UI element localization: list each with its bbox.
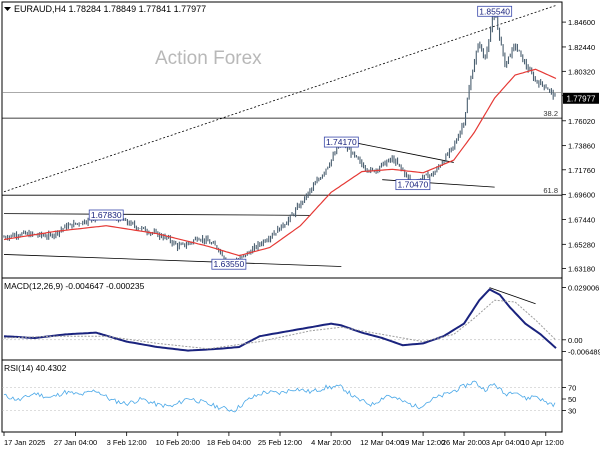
price-label-box [323,136,359,148]
time-tick-label: 4 Mar 20:00 [311,438,351,447]
main-chart-layer: 38.2 61.8 1.85540 1.74170 1.67830 1.70470 1.63… [2,5,562,270]
fib-level-label: 38.2 [543,109,558,118]
time-tick-label: 26 Mar 20:00 [442,438,486,447]
trendline [3,254,342,267]
macd-layer: 0.029006 0.00 -0.006489 [2,284,600,356]
price-tick-label: 1.84600 [568,18,595,27]
price-label: 1.85540 [479,6,510,16]
time-tick-label: 10 Apr 12:00 [521,438,564,447]
time-tick-label: 3 Apr 04:00 [486,438,524,447]
rsi-panel-frame [1,359,563,433]
price-axis: 1.846001.824401.803201.782001.760201.738… [562,18,599,273]
time-tick-label: 17 Jan 2025 [4,438,45,447]
macd-trendline [489,287,536,305]
time-axis: 17 Jan 2025 27 Jan 04:00 3 Feb 12:00 10 Feb… [3,432,564,447]
price-tick-label: 1.65280 [568,240,595,249]
price-tick-label: 1.80320 [568,67,595,76]
macd-tick-label: 0.029006 [568,284,599,293]
price-tick-label: 1.69600 [568,191,595,200]
price-tick-label: 1.67440 [568,215,595,224]
price-tick-label: 1.76020 [568,117,595,126]
time-tick-label: 25 Feb 12:00 [258,438,302,447]
price-label-box [211,258,247,270]
macd-tick-label: 0.00 [568,336,583,345]
price-tick-label: 1.63180 [568,264,595,273]
moving-average-line [3,68,557,257]
symbol-readout: EURAUD,H4 1.78284 1.78849 1.77841 1.7797… [14,4,206,14]
macd-panel-frame [1,277,563,361]
rsi-title: RSI(14) 40.4302 [4,363,67,373]
price-tick-label: 1.82440 [568,43,595,52]
current-price-label: 1.77977 [567,94,596,103]
trendline [351,141,454,163]
rsi-tick-label: 70 [568,383,576,392]
trendline [3,5,557,193]
watermark: Action Forex [155,48,262,69]
time-tick-label: 19 Mar 12:00 [401,438,445,447]
price-tick-label: 1.71760 [568,166,595,175]
price-label: 1.67830 [91,210,122,220]
price-label: 1.70470 [398,180,429,190]
price-label: 1.74170 [326,137,357,147]
time-tick-label: 18 Feb 04:00 [207,438,251,447]
time-tick-label: 10 Feb 20:00 [156,438,200,447]
rsi-line [3,380,556,413]
price-label-box [395,179,431,191]
macd-tick-label: -0.006489 [568,347,600,356]
time-tick-label: 27 Jan 04:00 [54,438,97,447]
rsi-tick-label: 30 [568,407,576,416]
rsi-tick-label: 50 [568,395,576,404]
price-label-box [477,5,513,17]
trendline [3,213,311,216]
time-tick-label: 12 Mar 04:00 [360,438,404,447]
rsi-layer: 70 50 30 [2,380,576,416]
price-label-box [88,209,124,221]
macd-title: MACD(12,26,9) -0.004647 -0.000235 [4,281,145,291]
current-price-tag [563,92,599,104]
collapse-triangle-icon[interactable] [4,7,11,11]
macd-line [3,288,557,352]
price-tick-label: 1.73860 [568,142,595,151]
price-label: 1.63550 [214,259,245,269]
time-tick-label: 3 Feb 12:00 [107,438,147,447]
fib-level-label: 61.8 [543,186,558,195]
macd-signal-line [3,299,557,350]
